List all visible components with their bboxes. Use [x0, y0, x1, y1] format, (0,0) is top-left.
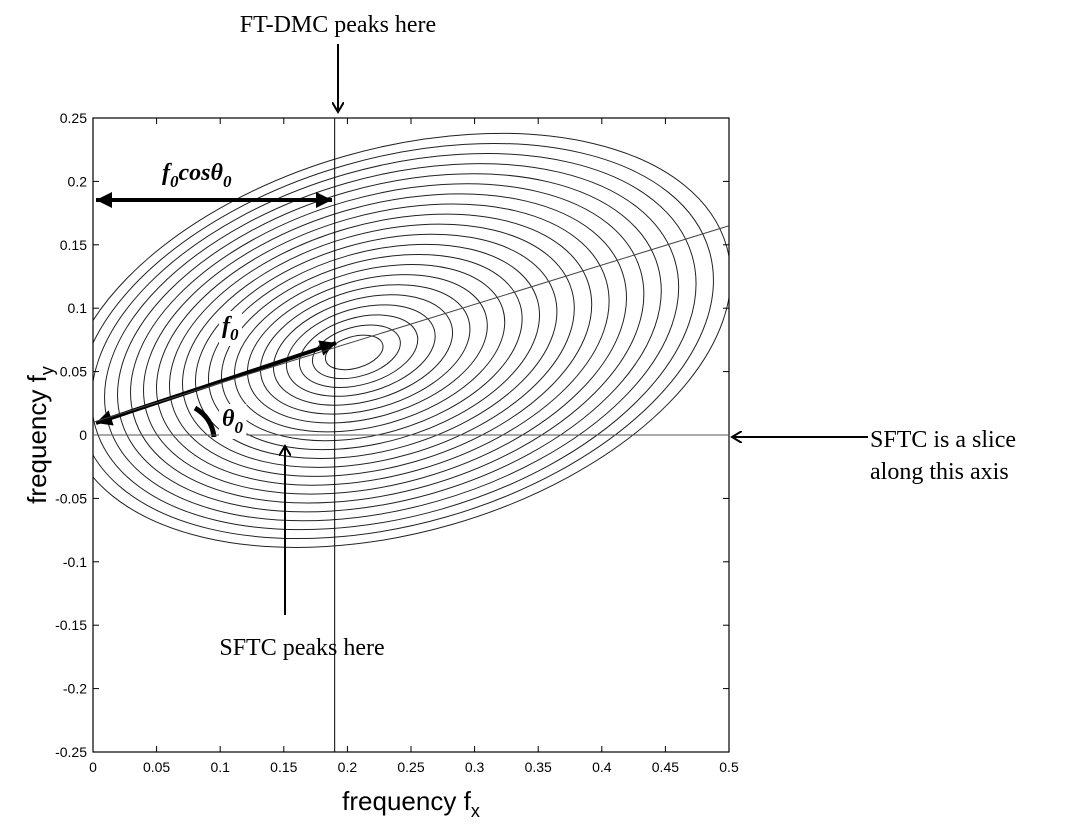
y-tick-label: 0.2	[68, 173, 88, 189]
annotation: f0	[222, 313, 239, 344]
annotation: frequency fy	[22, 366, 57, 504]
text-segment: f	[222, 313, 232, 339]
text-segment: frequency f	[22, 374, 52, 503]
x-tick-label: 0.3	[465, 759, 485, 775]
x-tick-label: 0	[89, 759, 97, 775]
x-tick-label: 0.35	[525, 759, 552, 775]
annotation: f0cosθ0	[162, 160, 232, 191]
contour-line	[93, 132, 729, 548]
text-segment: FT-DMC peaks here	[240, 12, 436, 38]
annotation: θ0	[222, 406, 243, 437]
y-tick-label: -0.15	[55, 617, 87, 633]
contour-line	[143, 193, 627, 495]
text-segment: 0	[223, 172, 232, 191]
text-segment: θ	[222, 406, 235, 432]
annotation: SFTC is a slice	[870, 427, 1016, 453]
contour-line	[169, 213, 593, 477]
contour-line	[233, 264, 506, 433]
text-segment: SFTC peaks here	[219, 635, 384, 661]
contour-line	[285, 304, 436, 397]
x-tick-label: 0.4	[592, 759, 612, 775]
y-tick-label: -0.1	[63, 554, 87, 570]
annotation: SFTC peaks here	[219, 635, 384, 661]
text-segment: along this axis	[870, 459, 1009, 485]
y-tick-label: -0.2	[63, 681, 87, 697]
contour-lines	[93, 132, 729, 548]
text-segment: θ	[211, 160, 224, 186]
slope-line	[92, 225, 730, 423]
x-tick-label: 0.5	[719, 759, 739, 775]
angle-arc	[193, 405, 217, 438]
text-segment: f	[162, 160, 172, 186]
x-tick-label: 0.45	[652, 759, 679, 775]
y-tick-label: 0.15	[60, 237, 87, 253]
x-tick-label: 0.15	[270, 759, 297, 775]
contour-line	[93, 142, 714, 540]
x-tick-label: 0.1	[210, 759, 230, 775]
y-tick-label: -0.05	[55, 490, 87, 506]
contour-line	[195, 233, 558, 460]
y-tick-label: -0.25	[55, 744, 87, 760]
text-segment: 0	[234, 418, 243, 437]
double-arrow	[95, 340, 337, 426]
annotation: along this axis	[870, 459, 1009, 485]
text-segment: SFTC is a slice	[870, 427, 1016, 453]
x-tick-label: 0.2	[338, 759, 358, 775]
y-tick-label: 0.25	[60, 110, 87, 126]
contour-line	[259, 284, 471, 415]
x-tick-label: 0.05	[143, 759, 170, 775]
text-segment: cos	[179, 160, 211, 186]
text-segment: x	[471, 801, 480, 821]
x-tick-label: 0.25	[397, 759, 424, 775]
text-segment: y	[37, 366, 57, 375]
annotation: FT-DMC peaks here	[240, 12, 436, 38]
y-tick-label: 0.1	[68, 300, 88, 316]
contour-line	[130, 183, 645, 504]
y-tick-label: 0.05	[60, 364, 87, 380]
contour-line	[93, 153, 697, 531]
label-background	[219, 311, 242, 346]
contour-line	[246, 274, 488, 424]
text-segment: frequency f	[342, 786, 471, 816]
label-background	[159, 158, 235, 193]
label-background	[219, 404, 247, 439]
text-segment: 0	[170, 172, 179, 191]
text-segment: 0	[230, 325, 239, 344]
y-tick-label: 0	[79, 427, 87, 443]
annotation: frequency fx	[342, 786, 480, 821]
